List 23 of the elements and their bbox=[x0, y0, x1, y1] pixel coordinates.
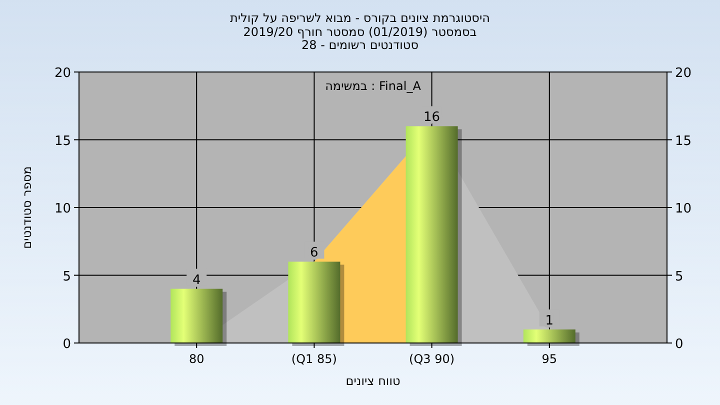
data-label: 1 bbox=[545, 313, 554, 328]
x-axis-title: טווח ציונים bbox=[346, 374, 400, 388]
y2-tick-label: 10 bbox=[675, 202, 692, 216]
y2-tick-label: 0 bbox=[675, 337, 684, 352]
chart-title: היסטוגרמת ציונים בקורס - מבוא לשריפה על קולית bbox=[230, 11, 490, 25]
x-tick-label: (Q3 90) bbox=[409, 352, 455, 366]
y-tick-label: 10 bbox=[54, 202, 71, 216]
x-tick-label: 95 bbox=[542, 352, 558, 366]
y-tick-label: 0 bbox=[62, 337, 71, 352]
y2-tick-label: 15 bbox=[675, 134, 692, 149]
y2-tick-label: 20 bbox=[675, 66, 692, 81]
y-tick-label: 20 bbox=[54, 66, 71, 81]
chart-subtitle: בסמסטר (01/2019) סמסטר חורף 2019/20 סטודנטים רשומים - 28 bbox=[243, 25, 477, 52]
x-tick-label: 80 bbox=[188, 352, 204, 366]
y2-tick-label: 5 bbox=[675, 269, 684, 284]
y-axis-title: מספר סטודנטים bbox=[20, 166, 34, 249]
data-label: 4 bbox=[192, 272, 201, 288]
data-label: 16 bbox=[424, 110, 440, 126]
data-label: 6 bbox=[310, 246, 318, 261]
y-tick-label: 15 bbox=[54, 134, 71, 149]
y-tick-label: 5 bbox=[62, 269, 71, 284]
x-tick-label: (Q1 85) bbox=[291, 352, 337, 366]
annotation: במשימה : Final_A bbox=[325, 79, 422, 93]
